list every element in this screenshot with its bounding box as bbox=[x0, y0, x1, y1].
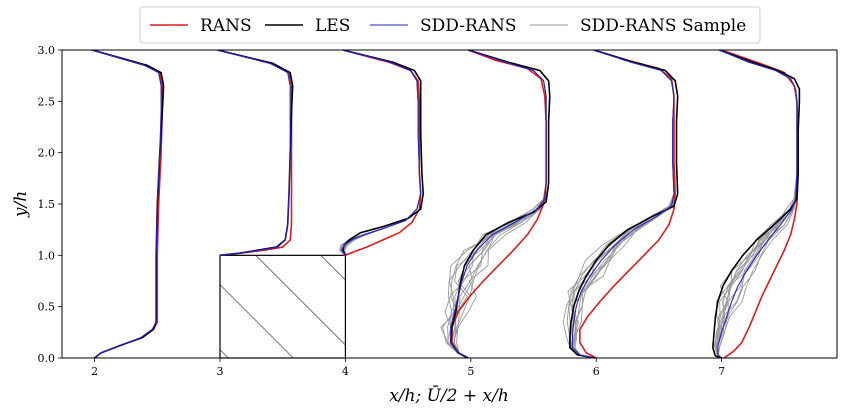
y-axis-label: y/h bbox=[11, 191, 31, 218]
sdd-rans-sample-line bbox=[453, 50, 547, 358]
sdd-rans-sample-line bbox=[717, 50, 798, 358]
sdd-rans-sample-line bbox=[574, 50, 675, 358]
y-tick-label: 2.5 bbox=[38, 95, 56, 108]
sdd-rans-sample-line bbox=[568, 50, 675, 358]
x-tick-label: 2 bbox=[91, 365, 98, 378]
legend-label: SDD-RANS Sample bbox=[580, 16, 746, 36]
les-line bbox=[342, 50, 425, 256]
sdd-rans-sample-line bbox=[571, 50, 675, 358]
legend: RANS LES SDD-RANS SDD-RANS Sample bbox=[139, 6, 761, 44]
plot-area bbox=[61, 49, 838, 359]
sdd-rans-sample-line bbox=[447, 50, 547, 358]
x-tick-label: 5 bbox=[467, 365, 474, 378]
sdd-rans-sample-line bbox=[717, 50, 798, 358]
obstacle-layer bbox=[219, 254, 347, 359]
x-tick-label: 6 bbox=[593, 365, 600, 378]
sdd-rans-line bbox=[450, 50, 547, 358]
les-line bbox=[91, 50, 165, 358]
sdd-rans-sample-line bbox=[451, 50, 547, 358]
sdd-rans-sample-line bbox=[717, 50, 798, 358]
sdd-rans-sample-line bbox=[573, 50, 675, 358]
sdd-rans-sample-line bbox=[566, 50, 675, 358]
x-axis: 2 3 4 5 6 7 bbox=[91, 358, 725, 378]
sdd-rans-line bbox=[571, 50, 675, 358]
x-tick-label: 3 bbox=[217, 365, 224, 378]
x-tick-label: 7 bbox=[718, 365, 725, 378]
sdd-rans-sample-line bbox=[573, 50, 675, 358]
legend-label: LES bbox=[315, 16, 350, 36]
sdd-rans-sample-line bbox=[449, 50, 547, 358]
sdd-rans-sample-line bbox=[444, 50, 547, 358]
les-line bbox=[711, 50, 801, 358]
sdd-rans-sample-line bbox=[716, 50, 798, 358]
obstacle-block bbox=[219, 254, 347, 359]
rans-line bbox=[91, 50, 164, 358]
sdd-rans-sample-line bbox=[450, 50, 547, 358]
y-tick-label: 2.0 bbox=[38, 147, 56, 160]
legend-label: RANS bbox=[200, 16, 252, 36]
sdd-rans-sample-line bbox=[571, 50, 675, 358]
x-tick-label: 4 bbox=[342, 365, 349, 378]
les-line bbox=[569, 50, 679, 358]
sdd-rans-sample-line bbox=[446, 50, 547, 358]
plot-frame bbox=[61, 49, 838, 359]
y-tick-label: 1.5 bbox=[38, 198, 56, 211]
sdd-rans-sample-line bbox=[717, 50, 798, 358]
sdd-rans-sample-line bbox=[571, 50, 675, 358]
y-tick-label: 0.5 bbox=[38, 301, 56, 314]
x-axis-label: x/h; Ū/2 + x/h bbox=[389, 385, 509, 406]
sdd-rans-sample-line bbox=[569, 50, 675, 358]
rans-line bbox=[451, 50, 547, 358]
y-axis: 0.0 0.5 1.0 1.5 2.0 2.5 3.0 bbox=[38, 44, 62, 365]
rans-line bbox=[721, 50, 799, 358]
rans-line bbox=[217, 50, 293, 257]
rans-line bbox=[342, 50, 422, 257]
les-line bbox=[217, 50, 294, 257]
sdd-rans-line bbox=[217, 50, 291, 256]
sdd-rans-line bbox=[341, 50, 422, 256]
sdd-rans-line bbox=[91, 50, 162, 358]
sdd-rans-sample-line bbox=[456, 50, 547, 358]
y-tick-label: 1.0 bbox=[38, 249, 56, 262]
sdd-rans-sample-line bbox=[567, 50, 675, 358]
y-tick-label: 0.0 bbox=[38, 352, 56, 365]
series-layer bbox=[91, 50, 801, 358]
sdd-rans-line bbox=[717, 50, 798, 358]
y-tick-label: 3.0 bbox=[38, 44, 56, 57]
les-line bbox=[449, 50, 551, 358]
legend-label: SDD-RANS bbox=[420, 16, 517, 36]
sdd-rans-sample-line bbox=[569, 50, 675, 358]
rans-line bbox=[579, 50, 677, 358]
legend-frame bbox=[139, 6, 761, 44]
